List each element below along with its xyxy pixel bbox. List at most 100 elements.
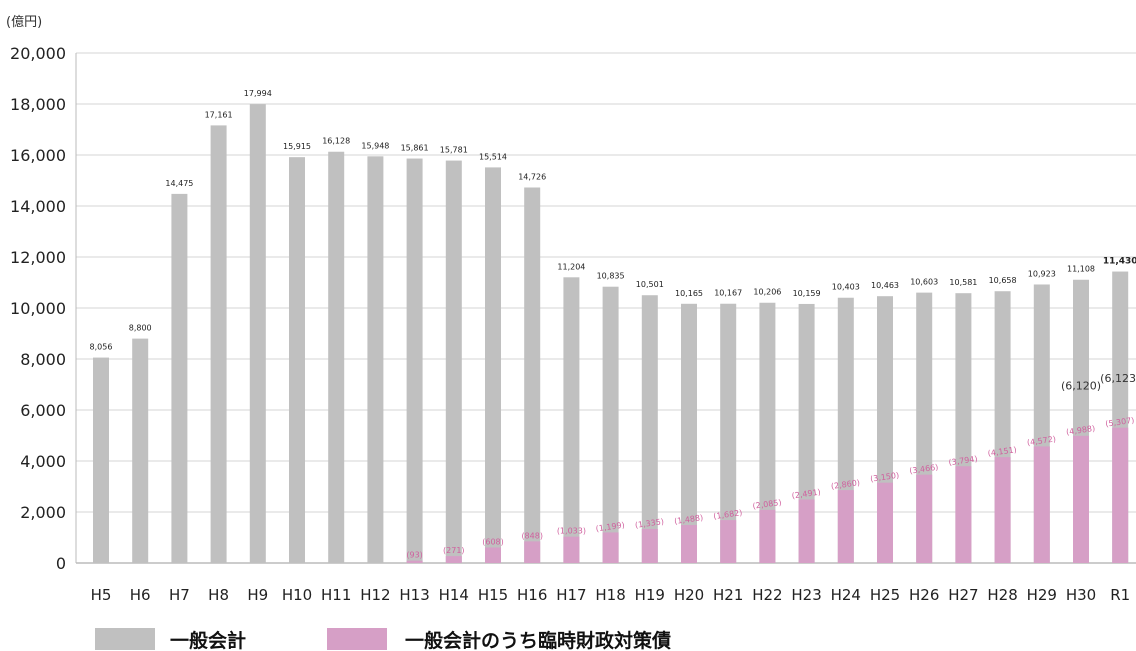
data-label-temporary-bond: (5,307) [1105,416,1135,429]
data-label-temporary-bond: (1,033) [557,527,586,536]
y-tick-label: 0 [56,554,66,573]
x-tick-label: H13 [399,586,429,604]
bar-general-account [759,302,776,563]
data-label-temporary-bond: (3,466) [909,463,939,476]
y-axis-unit-label: (億円) [6,14,42,30]
x-tick-label: H16 [517,586,547,604]
x-tick-label: H24 [831,586,861,604]
x-tick-label: H27 [948,586,978,604]
data-label-temporary-bond: (271) [443,546,465,555]
data-label-total: 10,835 [597,272,625,281]
bar-general-account [602,286,619,563]
bar-temporary-bond [406,560,423,563]
x-tick-label: H7 [169,586,190,604]
bar-temporary-bond [1033,446,1050,563]
bar-general-account [210,125,227,563]
bar-temporary-bond [1073,435,1089,563]
x-tick-label: H9 [247,586,268,604]
x-tick-label: H25 [870,586,900,604]
data-label-total: 15,781 [440,146,468,155]
data-label-total: 10,206 [753,288,781,297]
bar-general-account [406,158,423,563]
data-label-temporary-bond: (2,085) [752,498,782,511]
x-tick-label: H12 [360,586,390,604]
bar-temporary-bond [877,482,893,563]
legend: 一般会計 一般会計のうち臨時財政対策債 [95,628,671,651]
data-label-total: 11,430 [1103,257,1136,267]
x-tick-label: H5 [91,586,112,604]
data-label-total: 15,861 [401,144,429,153]
data-label-temporary-bond: (608) [482,537,504,546]
data-label-temporary-bond: (4,988) [1066,424,1096,437]
data-label-total: 10,658 [989,276,1017,285]
bar-temporary-bond [955,466,972,563]
x-tick-label: H30 [1066,586,1096,604]
bar-temporary-bond [681,525,697,563]
x-tick-label: H23 [791,586,821,604]
x-tick-label: H28 [987,586,1017,604]
bar-general-account [681,303,697,563]
x-tick-label: R1 [1110,586,1130,604]
data-label-total: 10,159 [793,289,821,298]
data-label-temporary-bond: (93) [406,551,422,560]
data-label-temporary-bond: (4,151) [987,445,1017,458]
data-label-temporary-bond: (1,335) [634,517,664,530]
bar-temporary-bond [445,556,462,563]
bar-temporary-bond [994,457,1011,563]
data-label-total: 10,603 [910,278,938,287]
bar-general-account [798,303,815,563]
bar-temporary-bond [641,528,658,563]
data-label-total: 14,475 [165,179,193,188]
data-labels: 8,056 8,800 14,475 17,161 17,994 15,915 16,128… [90,89,1136,559]
bars [93,104,1129,564]
data-label-temporary-bond: (1,199) [595,520,625,533]
data-label-total: 8,056 [90,343,113,352]
bar-temporary-bond [916,474,933,563]
x-tick-label: H29 [1027,586,1057,604]
data-label-temporary-bond: (1,682) [713,508,743,521]
x-tick-label: H6 [130,586,151,604]
bar-general-account [445,160,462,563]
x-tick-label: H10 [282,586,312,604]
bar-temporary-bond [837,490,854,563]
bar-temporary-bond [563,536,580,563]
data-label-total: 17,161 [205,110,233,119]
x-tick-label: H26 [909,586,939,604]
bar-temporary-bond [485,547,501,563]
y-axis-ticks: 0 2,000 4,000 6,000 8,000 10,000 12,000 14,000 1… [10,44,66,573]
x-tick-label: H18 [595,586,625,604]
data-label-total: 10,501 [636,280,664,289]
y-tick-label: 6,000 [20,401,66,420]
bar-general-account [524,187,541,563]
data-label-temporary-bond: (3,794) [948,454,978,467]
y-tick-label: 18,000 [10,95,66,114]
legend-label-temporary-bond: 一般会計のうち臨時財政対策債 [405,629,671,651]
data-label-temporary-bond: (2,491) [791,488,821,501]
bar-temporary-bond [524,541,541,563]
bar-general-account [93,357,109,563]
data-label-total: 16,128 [322,137,350,146]
data-label-total: 15,948 [361,141,389,150]
y-tick-label: 10,000 [10,299,66,318]
data-label-annotation: (6,120) [1061,380,1101,393]
data-label-temporary-bond: (3,150) [870,471,900,484]
legend-label-general-account: 一般会計 [170,629,246,651]
bar-general-account [132,338,149,563]
data-label-total: 10,923 [1028,269,1056,278]
x-tick-label: H17 [556,586,586,604]
bar-temporary-bond [798,499,815,563]
bar-temporary-bond [1112,427,1129,563]
bar-general-account [485,167,501,563]
bar-general-account [367,156,384,564]
data-label-total: 15,915 [283,142,311,151]
y-tick-label: 2,000 [20,503,66,522]
y-tick-label: 8,000 [20,350,66,369]
data-label-annotation: (6,123) [1100,372,1136,385]
bar-temporary-bond [720,520,737,563]
x-tick-label: H15 [478,586,508,604]
data-label-total: 11,108 [1067,265,1095,274]
bar-general-account [171,193,188,563]
data-label-total: 8,800 [129,324,152,333]
